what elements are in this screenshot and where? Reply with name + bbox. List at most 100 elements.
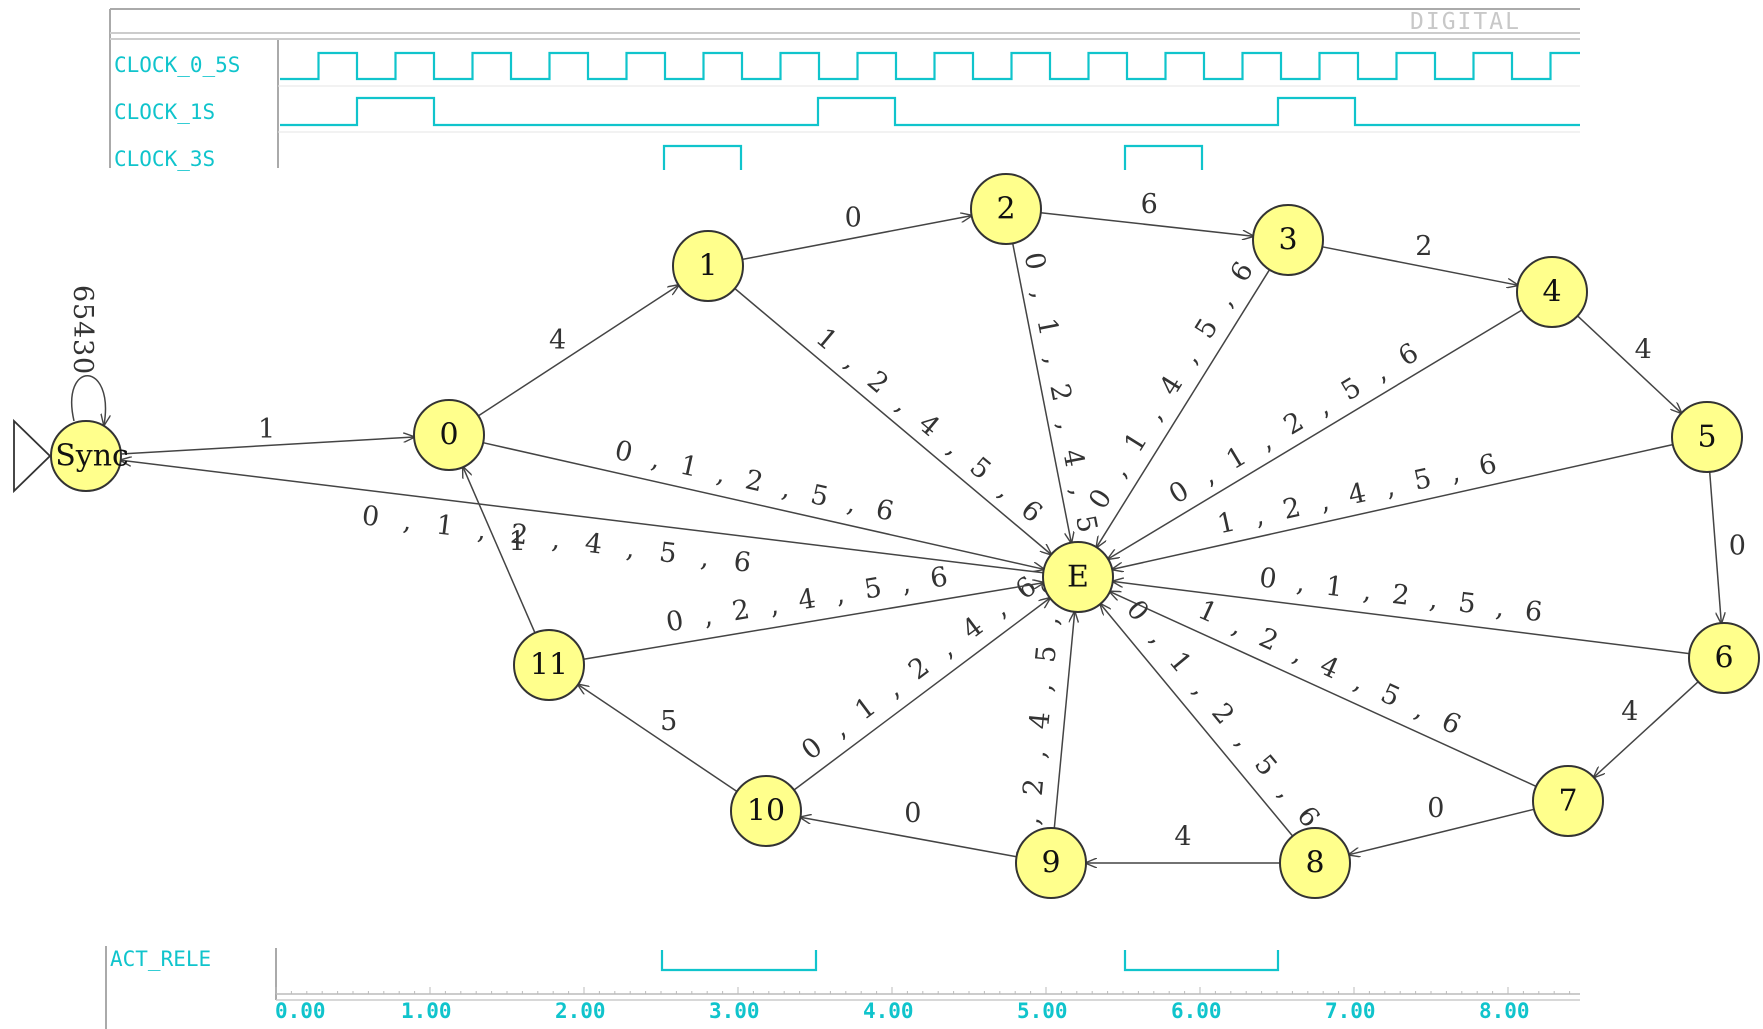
tick-label: 0.00 [275,999,326,1023]
self-loop-label: 5 [67,303,98,320]
state-node-5[interactable]: 5 [1671,401,1743,473]
state-label: Sync [55,439,129,474]
edge-label: 6 [1141,189,1158,220]
edge-1-to-2 [742,216,971,261]
edge-5-to-6 [1708,471,1722,623]
state-label: 0 [439,418,458,453]
edge-sync-self-loop [71,375,106,425]
state-label: 1 [698,249,717,284]
edge-label: 0 [904,798,921,829]
edge-label: 1 [258,414,275,445]
state-label: 2 [996,192,1015,227]
state-label: 5 [1697,420,1716,455]
tick-label: 5.00 [1017,999,1068,1023]
state-node-7[interactable]: 7 [1532,765,1604,837]
state-node-0[interactable]: 0 [413,399,485,471]
time-axis-tick-labels: 0.00 1.00 2.00 3.00 4.00 5.00 6.00 7.00 … [275,999,1530,1023]
state-label: 4 [1542,275,1561,310]
edge-label: 1 [509,527,526,558]
state-node-error[interactable]: E [1042,541,1114,613]
self-loop-label: 4 [67,321,98,338]
state-label: 3 [1278,223,1297,258]
signal-label-clock-1s: CLOCK_1S [114,100,215,124]
waveform-act-rele [660,950,1280,972]
edge-11-to-e [583,583,1044,661]
tick-label: 8.00 [1479,999,1530,1023]
edge-label: 0 [1729,530,1746,561]
edge-3-to-e [1097,269,1271,548]
state-label: E [1067,560,1089,595]
edge-9-to-e [1053,612,1074,829]
state-node-8[interactable]: 8 [1279,827,1351,899]
edge-label: 4 [549,325,566,356]
self-loop-label: 0 [67,357,98,374]
edge-4-to-e [1108,309,1523,559]
state-label: 8 [1305,846,1324,881]
edge-sync-to-0 [120,437,414,455]
state-node-11[interactable]: 11 [513,629,585,701]
signal-label-clock-0-5s: CLOCK_0_5S [114,53,240,77]
edge-1-to-e [734,287,1051,555]
edge-label: 0 [845,202,862,233]
edge-2-to-e [1011,243,1072,542]
state-node-10[interactable]: 10 [730,775,802,847]
state-node-2[interactable]: 2 [970,173,1042,245]
edge-label: 2 [1415,231,1432,262]
state-label: 9 [1041,846,1060,881]
tick-label: 4.00 [863,999,914,1023]
state-label: 11 [530,648,568,683]
tick-label: 6.00 [1171,999,1222,1023]
edge-3-to-4 [1322,246,1517,285]
timing-panel-top: DIGITAL CLOCK_0_5S CLOCK_1S CLOCK_3S [109,8,1580,171]
waveform-clock-3s [662,144,1204,170]
edge-5-to-e [1112,443,1673,570]
nodes-layer: Sync 0 1 2 3 4 [50,173,1760,899]
edge-4-to-5 [1577,315,1682,413]
signal-label-act-rele: ACT_RELE [110,947,211,971]
edge-label: 4 [1621,696,1638,727]
edge-10-to-e [793,598,1050,791]
edge-label: 0 , 1 , 2 , 4 , 5 , 6 [360,500,761,579]
tick-label: 2.00 [555,999,606,1023]
edge-0-to-e [482,441,1044,570]
panel-header-label: DIGITAL [1410,9,1521,35]
tick-label: 7.00 [1325,999,1376,1023]
edge-7-to-e [1110,592,1537,788]
edge-e-to-sync [121,460,1044,574]
edge-label: 0 , 1 , 2 , 5 , 6 [1257,562,1549,629]
time-axis-minor-ticks [275,987,1571,994]
state-label: 6 [1714,641,1733,676]
tick-label: 3.00 [709,999,760,1023]
waveform-clock-1s [280,96,1580,127]
state-node-sync[interactable]: Sync [50,420,129,492]
edge-label: 5 [660,706,677,737]
edge-8-to-e [1100,604,1294,837]
edge-10-to-11 [578,685,738,793]
state-node-4[interactable]: 4 [1516,256,1588,328]
state-node-9[interactable]: 9 [1015,827,1087,899]
edge-label: 4 [1174,822,1191,853]
edge-0-to-1 [477,285,678,417]
edge-label: 0 [1427,793,1444,824]
edge-label-sync-self-loop: 6 5 4 3 0 [67,285,98,374]
edge-2-to-3 [1040,212,1253,236]
edge-6-to-7 [1594,681,1699,778]
edge-label: 1 , 2 , 4 , 5 , 6 [1011,571,1069,864]
signal-label-clock-3s: CLOCK_3S [114,147,215,171]
waveform-clock-0-5s [280,51,1580,81]
state-label: 7 [1558,784,1577,819]
state-label: 10 [747,794,785,829]
edge-7-to-8 [1349,808,1535,854]
state-node-6[interactable]: 6 [1688,622,1760,694]
edge-label: 4 [1635,334,1652,365]
state-node-1[interactable]: 1 [672,230,744,302]
timing-panel-bottom: ACT_RELE 0.00 1.00 2.00 3.00 4.00 5.00 6… [105,946,1580,1029]
edge-11-to-0 [463,467,536,634]
tick-label: 1.00 [401,999,452,1023]
self-loop-label: 6 [67,285,98,302]
edge-6-to-e [1113,581,1690,655]
state-node-3[interactable]: 3 [1252,204,1324,276]
